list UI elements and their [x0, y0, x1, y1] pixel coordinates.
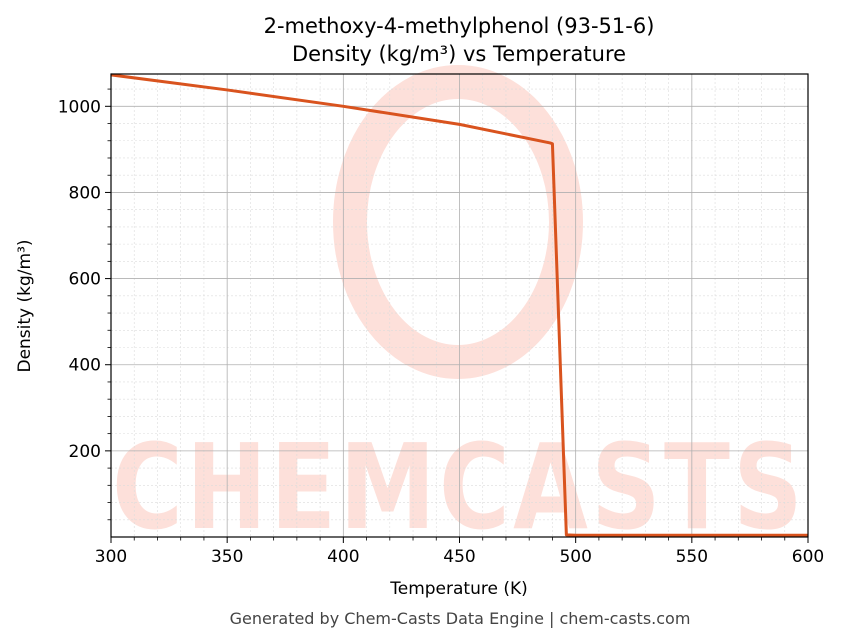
chemcasts-watermark: CHEMCASTS [112, 65, 802, 556]
x-tick-label: 600 [792, 547, 824, 567]
series-layer [110, 73, 808, 537]
chart-subtitle: Density (kg/m³) vs Temperature [292, 42, 626, 66]
density-series-line [110, 73, 808, 537]
ticks-layer: 300 350 400 450 500 550 600 200 400 600 800 1000 [58, 88, 824, 567]
x-tick-label: 350 [211, 547, 243, 567]
chart-title: 2-methoxy-4-methylphenol (93-51-6) [264, 14, 655, 38]
x-tick-label: 550 [676, 547, 708, 567]
y-tick-label: 400 [69, 356, 101, 376]
y-tick-label: 1000 [58, 97, 101, 117]
y-axis-label: Density (kg/m³) [15, 239, 35, 372]
y-tick-label: 200 [69, 442, 101, 462]
x-tick-label: 500 [559, 547, 591, 567]
major-grid [111, 74, 808, 537]
y-tick-label: 800 [69, 183, 101, 203]
x-tick-label: 450 [443, 547, 475, 567]
y-tick-label: 600 [69, 270, 101, 290]
footer-credit: Generated by Chem-Casts Data Engine | ch… [230, 609, 691, 628]
x-axis-label: Temperature (K) [389, 579, 528, 599]
x-tick-label: 400 [327, 547, 359, 567]
watermark-logo-ring [333, 65, 583, 379]
x-tick-label: 300 [95, 547, 127, 567]
